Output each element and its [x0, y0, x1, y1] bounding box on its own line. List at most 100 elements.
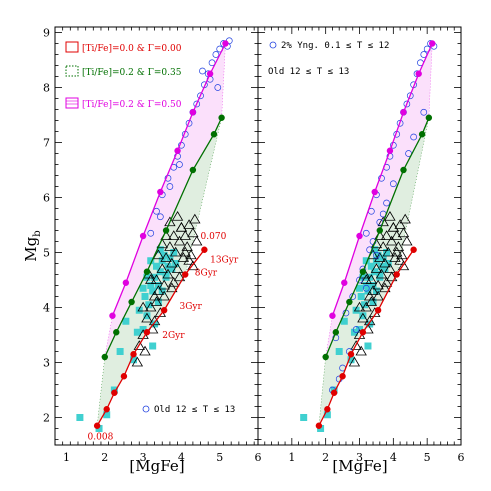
- cyan-square-point: [95, 425, 103, 432]
- triangle-point: [166, 257, 178, 268]
- x-tick-label: 4: [390, 451, 397, 464]
- cyan-square-point: [116, 348, 124, 355]
- cyan-square-point: [154, 298, 162, 306]
- circle-point: [356, 276, 363, 284]
- triangle-point: [164, 241, 176, 251]
- triangle-point: [145, 274, 157, 284]
- triangle-point: [133, 340, 145, 350]
- model-point: [157, 188, 164, 196]
- triangle-point: [168, 230, 180, 240]
- triangle-point: [171, 210, 184, 221]
- model-line: [325, 117, 430, 358]
- cyan-square-point: [362, 257, 370, 265]
- circle-point: [352, 326, 360, 333]
- cyan-square-point: [141, 293, 149, 300]
- triangle-point: [370, 263, 383, 273]
- model-point: [143, 268, 151, 275]
- triangle-point: [145, 301, 157, 312]
- model-point: [122, 279, 130, 286]
- legend-swatch-magenta: [65, 97, 79, 109]
- left-plot-area: [76, 37, 233, 432]
- y-tick-label: 9: [43, 27, 50, 40]
- axis-ticks: [54, 27, 462, 445]
- y-tick-label: 6: [43, 192, 50, 205]
- triangle-point: [160, 252, 172, 262]
- triangle-point: [360, 274, 372, 284]
- cyan-square-point: [151, 273, 159, 281]
- cyan-square-point: [139, 284, 147, 292]
- model-annotation: 13Gyr: [210, 255, 239, 265]
- triangle-point: [382, 246, 394, 257]
- cyan-square-point: [347, 356, 355, 364]
- triangle-point: [171, 263, 184, 273]
- triangle-point: [399, 213, 411, 224]
- y-axis-label: Mgb: [22, 230, 43, 261]
- model-point: [222, 40, 229, 47]
- model-point: [356, 232, 363, 240]
- triangle-point: [175, 221, 188, 232]
- triangle-point: [152, 285, 165, 295]
- cyan-square-point: [145, 301, 153, 309]
- circle-point: [166, 183, 174, 190]
- model-point: [109, 312, 116, 319]
- triangle-point: [183, 219, 195, 229]
- triangle-point: [353, 301, 366, 312]
- y-tick-label: 7: [43, 137, 50, 150]
- triangle-point: [187, 260, 199, 271]
- circle-point: [383, 199, 390, 207]
- triangle-point: [166, 282, 178, 293]
- triangle-point: [189, 213, 201, 224]
- model-point: [103, 406, 110, 413]
- model-point: [330, 389, 338, 396]
- triangle-point: [191, 235, 203, 246]
- cyan-square-point: [335, 348, 343, 355]
- model-line: [104, 117, 223, 358]
- cyan-square-point: [300, 414, 308, 421]
- cyan-square-point: [162, 273, 170, 281]
- triangle-point: [384, 263, 396, 273]
- model-point: [415, 70, 422, 77]
- y-axis-label-main: Mg: [22, 236, 40, 261]
- model-point: [400, 166, 407, 174]
- cyan-square-point: [164, 262, 172, 270]
- triangle-point: [379, 257, 391, 268]
- cyan-square-point: [151, 320, 159, 328]
- cyan-square-point: [133, 328, 141, 336]
- legend-entry-old: Old 12 ≤ T ≤ 13: [154, 405, 235, 415]
- model-point: [210, 131, 218, 138]
- cyan-square-point: [357, 293, 365, 300]
- cyan-square-point: [359, 273, 367, 281]
- tick-labels: 1 2 3 4 5 6 2 3 4 5 6 7 8 9 1 2 3 4 5 6: [43, 27, 465, 465]
- left-x-axis-label: [MgFe]: [129, 457, 184, 475]
- model-annotation: 8Gyr: [195, 269, 218, 279]
- circle-point: [197, 92, 204, 100]
- triangle-point: [365, 296, 378, 306]
- legend-entry-green: [Ti/Fe]=0.2 & Γ=0.35: [82, 68, 182, 78]
- circle-point: [199, 67, 206, 75]
- cyan-square-point: [372, 257, 380, 265]
- x-tick-label: 3: [140, 451, 147, 464]
- model-point: [162, 227, 170, 234]
- model-annotation: 2Gyr: [162, 331, 185, 341]
- legend-entry-young: 2% Yng. 0.1 ≤ T ≤ 12: [281, 41, 389, 51]
- triangle-point: [348, 356, 361, 367]
- triangle-point: [397, 227, 410, 238]
- model-line: [331, 43, 433, 316]
- triangle-point: [394, 254, 406, 265]
- model-point: [376, 227, 383, 234]
- x-tick-label: 1: [63, 451, 70, 464]
- triangle-point: [137, 301, 149, 312]
- cyan-square-point: [166, 254, 174, 262]
- triangle-point: [141, 312, 153, 323]
- cyan-square-point: [359, 312, 367, 320]
- legend-circle-marker-right: [269, 41, 277, 49]
- triangle-point: [156, 263, 168, 273]
- triangle-point: [131, 356, 144, 367]
- model-annotation: 3Gyr: [179, 302, 202, 312]
- cyan-square-point: [170, 249, 178, 256]
- circle-point: [406, 92, 414, 100]
- cyan-square-point: [369, 298, 377, 306]
- cyan-square-point: [371, 268, 379, 276]
- circle-point: [366, 246, 373, 254]
- model-point: [139, 232, 147, 240]
